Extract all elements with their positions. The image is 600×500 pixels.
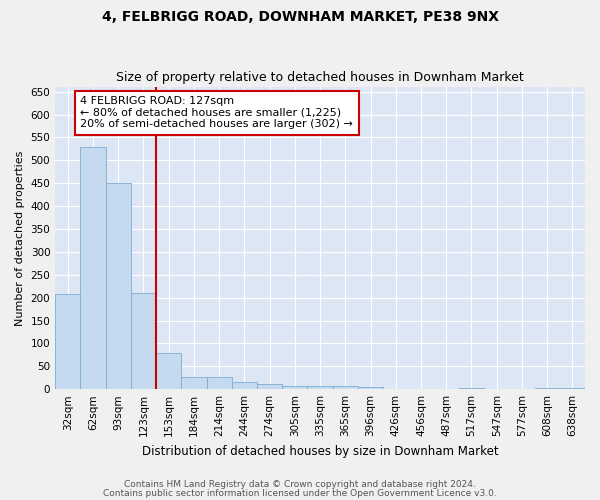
Text: Contains HM Land Registry data © Crown copyright and database right 2024.: Contains HM Land Registry data © Crown c… <box>124 480 476 489</box>
Bar <box>459 388 484 389</box>
Bar <box>307 386 332 389</box>
Bar <box>358 387 383 389</box>
Bar <box>206 377 232 389</box>
Bar <box>232 382 257 389</box>
Bar <box>181 377 206 389</box>
Bar <box>535 388 560 389</box>
Bar <box>156 354 181 389</box>
Bar <box>332 386 358 389</box>
Text: Contains public sector information licensed under the Open Government Licence v3: Contains public sector information licen… <box>103 488 497 498</box>
Text: 4, FELBRIGG ROAD, DOWNHAM MARKET, PE38 9NX: 4, FELBRIGG ROAD, DOWNHAM MARKET, PE38 9… <box>101 10 499 24</box>
Bar <box>80 146 106 389</box>
Bar <box>55 294 80 389</box>
Bar <box>131 293 156 389</box>
Bar <box>282 386 307 389</box>
Title: Size of property relative to detached houses in Downham Market: Size of property relative to detached ho… <box>116 72 524 85</box>
X-axis label: Distribution of detached houses by size in Downham Market: Distribution of detached houses by size … <box>142 444 499 458</box>
Bar <box>560 388 585 389</box>
Text: 4 FELBRIGG ROAD: 127sqm
← 80% of detached houses are smaller (1,225)
20% of semi: 4 FELBRIGG ROAD: 127sqm ← 80% of detache… <box>80 96 353 130</box>
Bar <box>257 384 282 389</box>
Y-axis label: Number of detached properties: Number of detached properties <box>15 150 25 326</box>
Bar <box>106 183 131 389</box>
